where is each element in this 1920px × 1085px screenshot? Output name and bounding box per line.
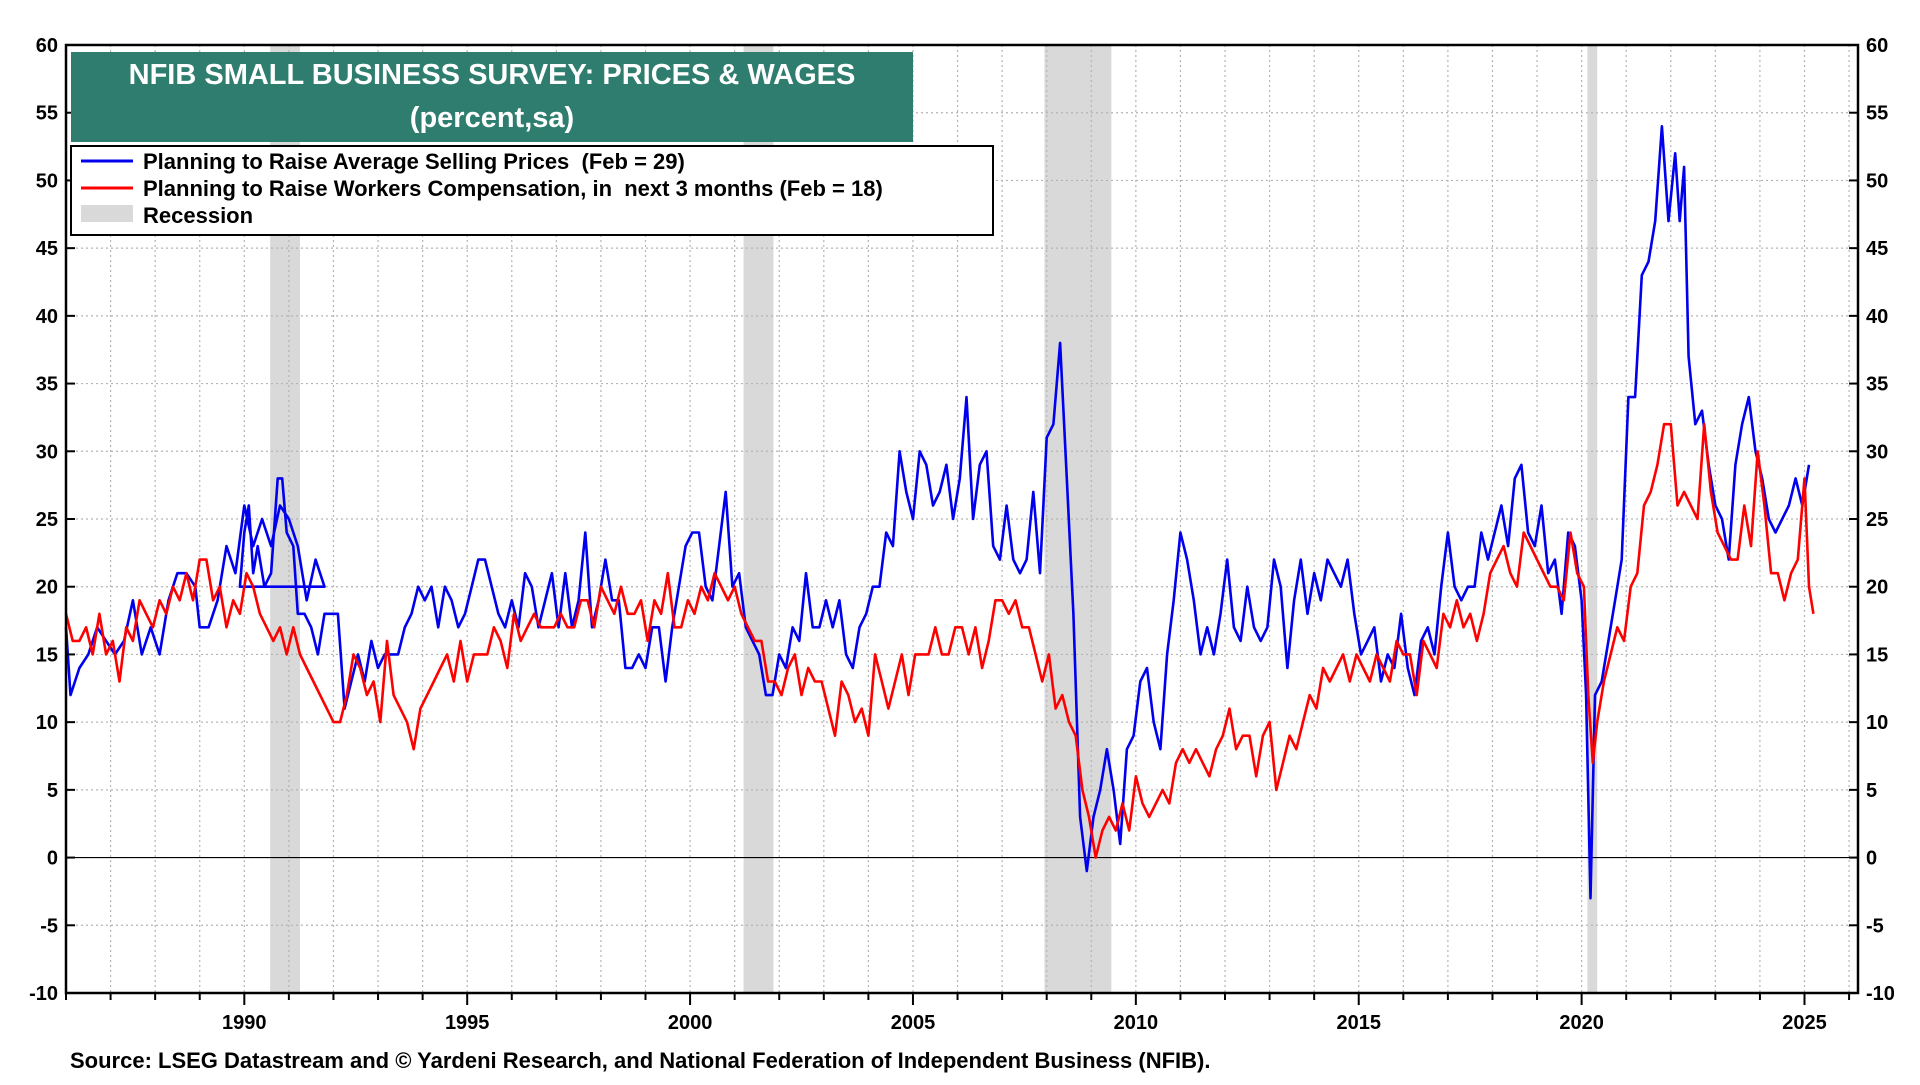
y-tick-label-left: 45 bbox=[36, 238, 58, 260]
series-line-workers-compensation bbox=[64, 422, 1815, 859]
y-tick-label-right: 25 bbox=[1866, 509, 1888, 531]
y-axis-left: -10 -5 0 5 10 15 20 25 30 35 40 45 50 55 60 bbox=[29, 35, 75, 1005]
y-axis-right: -10 -5 0 5 10 15 20 25 30 35 40 45 50 55 60 bbox=[1849, 35, 1895, 1005]
y-tick-label-right: 60 bbox=[1866, 35, 1888, 57]
y-tick-label-right: 10 bbox=[1866, 712, 1888, 734]
y-tick-label-left: 10 bbox=[36, 712, 58, 734]
y-tick-label-right: 0 bbox=[1866, 848, 1877, 870]
x-tick-label: 2010 bbox=[1114, 1012, 1159, 1034]
y-tick-label-right: -10 bbox=[1866, 983, 1895, 1005]
y-tick-label-left: -10 bbox=[29, 983, 58, 1005]
y-tick-label-left: 0 bbox=[47, 848, 58, 870]
y-tick-label-right: 45 bbox=[1866, 238, 1888, 260]
y-tick-label-left: 25 bbox=[36, 509, 58, 531]
x-tick-label: 2025 bbox=[1782, 1012, 1827, 1034]
y-tick-label-right: 30 bbox=[1866, 441, 1888, 463]
y-tick-label-left: 55 bbox=[36, 103, 58, 125]
y-tick-label-right: 15 bbox=[1866, 644, 1888, 666]
legend-label-wages: Planning to Raise Workers Compensation, … bbox=[143, 176, 883, 201]
y-tick-label-right: 5 bbox=[1866, 780, 1877, 802]
x-tick-label: 1995 bbox=[445, 1012, 490, 1034]
x-tick-label: 2005 bbox=[891, 1012, 936, 1034]
y-tick-label-left: 40 bbox=[36, 306, 58, 328]
y-tick-label-right: 35 bbox=[1866, 374, 1888, 396]
series-lines bbox=[64, 125, 1815, 900]
x-axis: 1990 1995 2000 2005 2010 2015 2020 2025 bbox=[65, 993, 1851, 1034]
y-tick-label-left: 60 bbox=[36, 35, 58, 57]
legend-label-prices: Planning to Raise Average Selling Prices… bbox=[143, 149, 685, 174]
y-tick-label-left: -5 bbox=[40, 915, 58, 937]
chart-subtitle: (percent,sa) bbox=[410, 102, 574, 134]
y-tick-label-right: 40 bbox=[1866, 306, 1888, 328]
x-tick-label: 2000 bbox=[668, 1012, 713, 1034]
legend: Planning to Raise Average Selling Prices… bbox=[70, 145, 994, 236]
x-tick-label: 1990 bbox=[222, 1012, 267, 1034]
series-line-selling-prices bbox=[64, 125, 1811, 900]
y-tick-label-right: 50 bbox=[1866, 170, 1888, 192]
legend-label-recession: Recession bbox=[143, 203, 253, 228]
title-box: NFIB SMALL BUSINESS SURVEY: PRICES & WAG… bbox=[71, 52, 913, 142]
y-tick-label-left: 30 bbox=[36, 441, 58, 463]
source-note: Source: LSEG Datastream and © Yardeni Re… bbox=[70, 1048, 1211, 1073]
y-tick-label-left: 15 bbox=[36, 644, 58, 666]
legend-swatch-recession bbox=[81, 205, 133, 222]
x-tick-label: 2015 bbox=[1336, 1012, 1381, 1034]
chart-title: NFIB SMALL BUSINESS SURVEY: PRICES & WAG… bbox=[129, 59, 856, 91]
y-tick-label-left: 20 bbox=[36, 577, 58, 599]
y-tick-label-left: 5 bbox=[47, 780, 58, 802]
x-tick-label: 2020 bbox=[1559, 1012, 1604, 1034]
y-tick-label-left: 35 bbox=[36, 374, 58, 396]
y-tick-label-left: 50 bbox=[36, 170, 58, 192]
y-tick-label-right: 20 bbox=[1866, 577, 1888, 599]
y-tick-label-right: -5 bbox=[1866, 915, 1884, 937]
y-tick-label-right: 55 bbox=[1866, 103, 1888, 125]
